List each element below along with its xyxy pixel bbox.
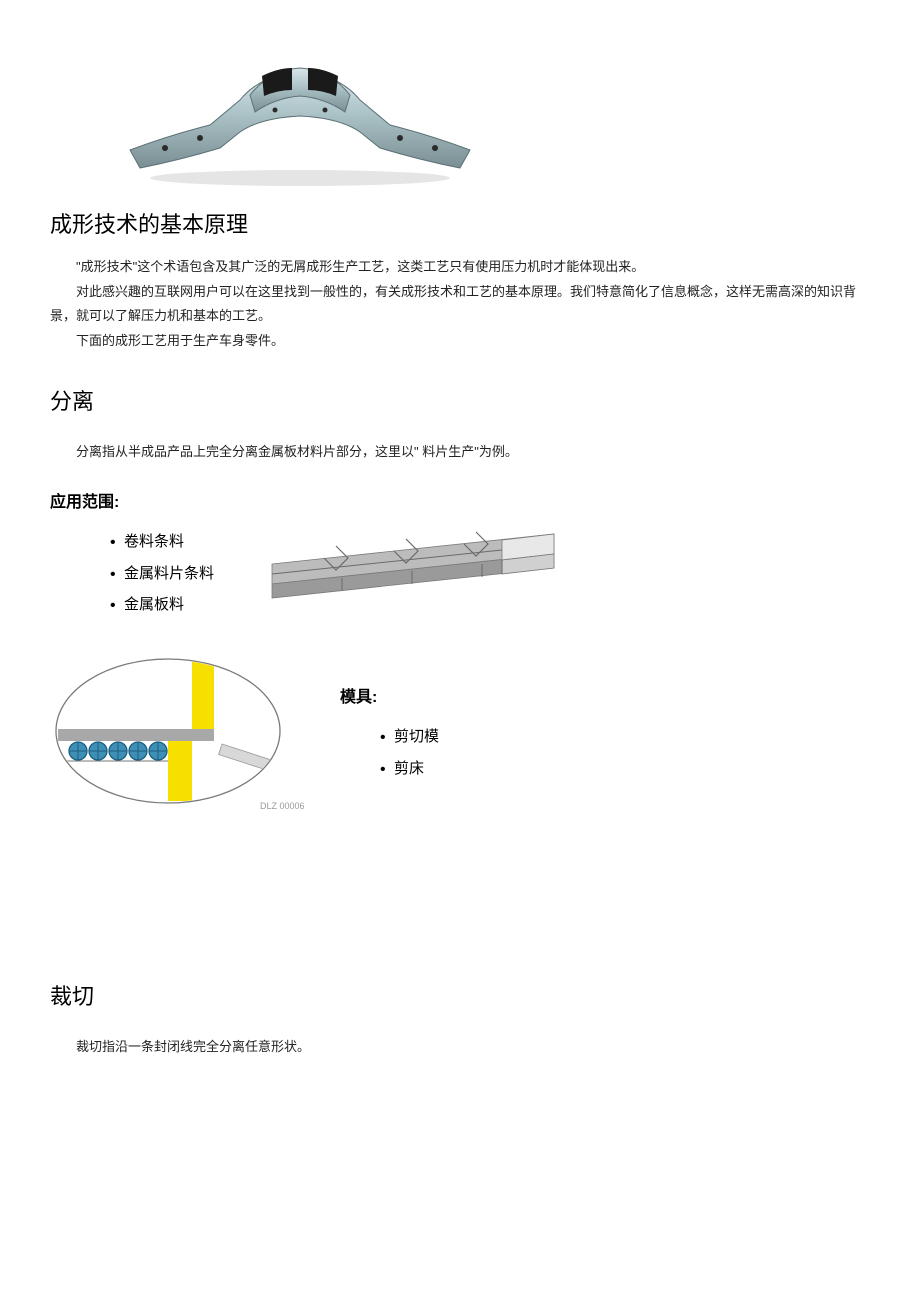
- app-item: 卷料条料: [110, 526, 214, 558]
- page-title: 成形技术的基本原理: [50, 207, 870, 239]
- intro-paragraph-2: 对此感兴趣的互联网用户可以在这里找到一般性的，有关成形技术和工艺的基本原理。我们…: [50, 280, 870, 329]
- application-heading: 应用范围:: [50, 488, 870, 512]
- separation-heading: 分离: [50, 384, 870, 416]
- application-list: 卷料条料 金属料片条料 金属板料: [110, 526, 214, 621]
- cutting-heading: 裁切: [50, 979, 870, 1011]
- separation-desc: 分离指从半成品产品上完全分离金属板材料片部分，这里以" 料片生产"为例。: [50, 440, 870, 465]
- app-item: 金属料片条料: [110, 558, 214, 590]
- hero-car-part-image: [110, 40, 870, 195]
- intro-paragraph-3: 下面的成形工艺用于生产车身零件。: [50, 329, 870, 354]
- sheet-diagram: [254, 526, 564, 621]
- app-item: 金属板料: [110, 589, 214, 621]
- tool-list: 剪切模 剪床: [380, 721, 439, 784]
- cutting-desc: 裁切指沿一条封闭线完全分离任意形状。: [50, 1035, 870, 1060]
- intro-paragraph-1: "成形技术"这个术语包含及其广泛的无屑成形生产工艺，这类工艺只有使用压力机时才能…: [50, 255, 870, 280]
- tool-item: 剪切模: [380, 721, 439, 753]
- tool-heading: 模具:: [340, 683, 439, 707]
- diagram-label: DLZ 00006: [260, 801, 305, 811]
- tool-item: 剪床: [380, 753, 439, 785]
- die-diagram: DLZ 00006: [50, 649, 310, 829]
